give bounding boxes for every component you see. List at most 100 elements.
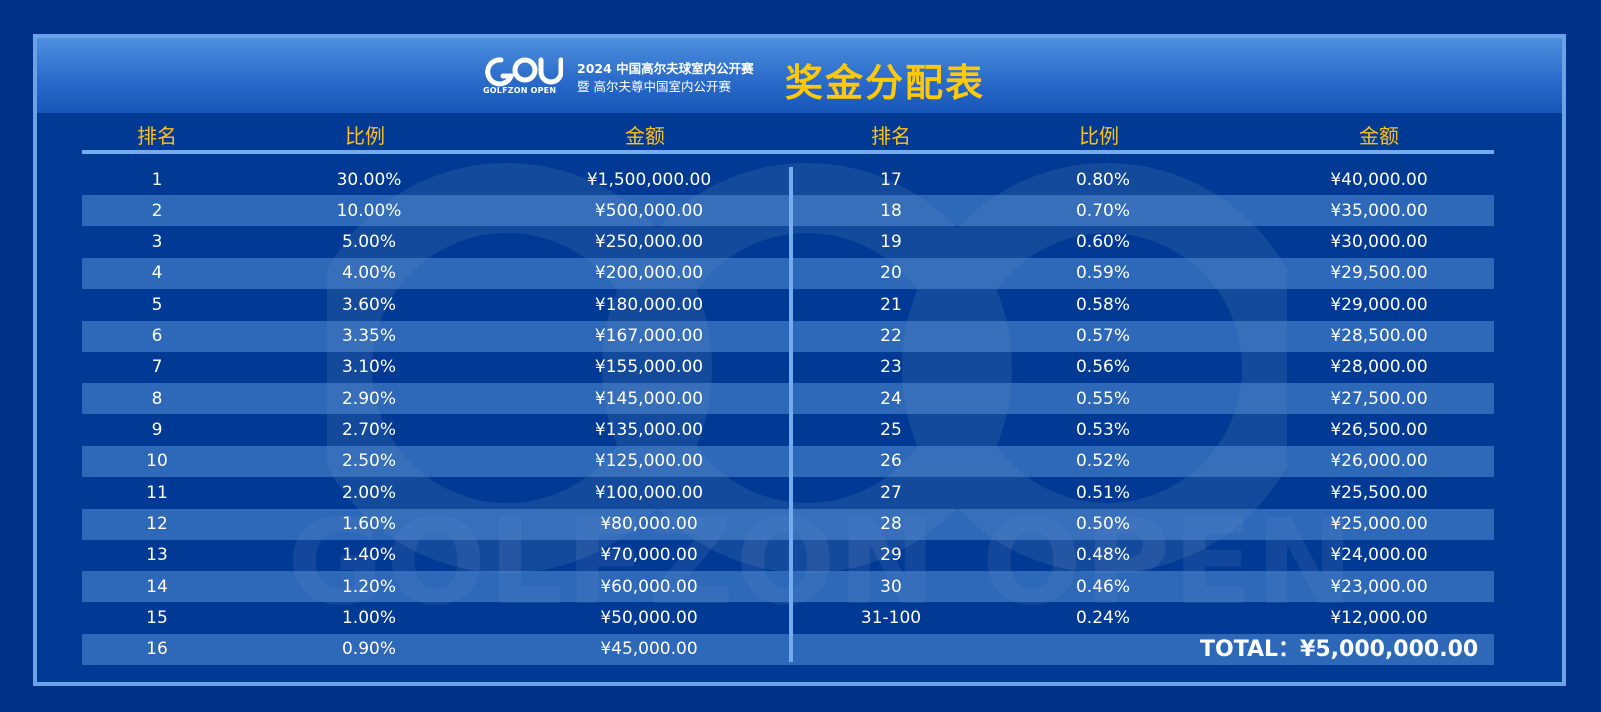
left-rank-cell: 7 xyxy=(151,357,163,378)
title-banner: GOLFZON OPEN 2024 中国高尔夫球室内公开赛 暨 高尔夫尊中国室内… xyxy=(37,38,1562,113)
right-rank-cell: 31-100 xyxy=(860,608,922,629)
row-stripe xyxy=(82,195,1494,227)
col-header-ratio-left: 比例 xyxy=(345,124,385,148)
left-rank-cell: 5 xyxy=(151,294,163,315)
right-rank-cell: 26 xyxy=(880,451,902,472)
right-amount-cell: ¥29,000.00 xyxy=(1330,294,1428,315)
left-rank-cell: 16 xyxy=(146,639,168,660)
right-amount-cell: ¥28,500.00 xyxy=(1330,326,1428,347)
left-amount-cell: ¥145,000.00 xyxy=(594,388,704,409)
header-divider xyxy=(82,150,1494,154)
left-amount-cell: ¥50,000.00 xyxy=(600,608,698,629)
right-rank-cell: 25 xyxy=(880,420,902,441)
left-amount-cell: ¥125,000.00 xyxy=(594,451,704,472)
right-ratio-cell: 0.70% xyxy=(1075,200,1131,221)
left-ratio-cell: 2.90% xyxy=(341,388,397,409)
right-ratio-cell: 0.46% xyxy=(1075,576,1131,597)
left-ratio-cell: 5.00% xyxy=(341,232,397,253)
left-ratio-cell: 1.60% xyxy=(341,514,397,535)
right-amount-cell: ¥40,000.00 xyxy=(1330,169,1428,190)
right-ratio-cell: 0.56% xyxy=(1075,357,1131,378)
right-amount-cell: ¥25,500.00 xyxy=(1330,482,1428,503)
left-amount-cell: ¥100,000.00 xyxy=(594,482,704,503)
row-stripe xyxy=(82,508,1494,540)
left-amount-cell: ¥250,000.00 xyxy=(594,232,704,253)
right-rank-cell: 17 xyxy=(880,169,902,190)
right-amount-cell: ¥26,500.00 xyxy=(1330,420,1428,441)
right-amount-cell: ¥28,000.00 xyxy=(1330,357,1428,378)
right-rank-cell: 24 xyxy=(880,388,902,409)
right-amount-cell: ¥23,000.00 xyxy=(1330,576,1428,597)
row-stripe xyxy=(82,320,1494,352)
right-ratio-cell: 0.52% xyxy=(1075,451,1131,472)
right-ratio-cell: 0.51% xyxy=(1075,482,1131,503)
right-ratio-cell: 0.50% xyxy=(1075,514,1131,535)
left-rank-cell: 15 xyxy=(146,608,168,629)
left-ratio-cell: 0.90% xyxy=(341,639,397,660)
left-ratio-cell: 2.70% xyxy=(341,420,397,441)
column-divider xyxy=(789,167,793,662)
right-rank-cell: 18 xyxy=(880,200,902,221)
logo-wordmark: GOLFZON OPEN xyxy=(483,86,557,95)
left-ratio-cell: 3.10% xyxy=(341,357,397,378)
col-header-amount-right: 金额 xyxy=(1359,124,1399,148)
total-amount: TOTAL：¥5,000,000.00 xyxy=(1200,637,1479,662)
right-ratio-cell: 0.57% xyxy=(1075,326,1131,347)
right-rank-cell: 21 xyxy=(880,294,902,315)
left-rank-cell: 11 xyxy=(146,482,168,503)
left-rank-cell: 3 xyxy=(151,232,163,253)
right-ratio-cell: 0.55% xyxy=(1075,388,1131,409)
right-amount-cell: ¥27,500.00 xyxy=(1330,388,1428,409)
row-stripe xyxy=(82,383,1494,415)
left-rank-cell: 9 xyxy=(151,420,163,441)
left-amount-cell: ¥180,000.00 xyxy=(594,294,704,315)
left-ratio-cell: 3.60% xyxy=(341,294,397,315)
left-amount-cell: ¥135,000.00 xyxy=(594,420,704,441)
row-stripe xyxy=(82,633,1494,665)
right-ratio-cell: 0.58% xyxy=(1075,294,1131,315)
left-ratio-cell: 4.00% xyxy=(341,263,397,284)
left-amount-cell: ¥45,000.00 xyxy=(600,639,698,660)
right-rank-cell: 30 xyxy=(880,576,902,597)
event-name-line1: 2024 中国高尔夫球室内公开赛 xyxy=(577,61,754,76)
right-rank-cell: 19 xyxy=(880,232,902,253)
right-ratio-cell: 0.48% xyxy=(1075,545,1131,566)
col-header-rank-left: 排名 xyxy=(137,124,177,148)
right-amount-cell: ¥25,000.00 xyxy=(1330,514,1428,535)
col-header-rank-right: 排名 xyxy=(871,124,911,148)
right-ratio-cell: 0.24% xyxy=(1075,608,1131,629)
left-rank-cell: 4 xyxy=(151,263,163,284)
right-amount-cell: ¥35,000.00 xyxy=(1330,200,1428,221)
left-amount-cell: ¥167,000.00 xyxy=(594,326,704,347)
row-stripe xyxy=(82,257,1494,289)
left-rank-cell: 13 xyxy=(146,545,168,566)
right-amount-cell: ¥12,000.00 xyxy=(1330,608,1428,629)
right-amount-cell: ¥30,000.00 xyxy=(1330,232,1428,253)
right-amount-cell: ¥26,000.00 xyxy=(1330,451,1428,472)
right-amount-cell: ¥29,500.00 xyxy=(1330,263,1428,284)
left-ratio-cell: 2.00% xyxy=(341,482,397,503)
right-amount-cell: ¥24,000.00 xyxy=(1330,545,1428,566)
golfzon-logo-icon xyxy=(485,57,563,87)
left-ratio-cell: 1.00% xyxy=(341,608,397,629)
left-amount-cell: ¥60,000.00 xyxy=(600,576,698,597)
left-ratio-cell: 10.00% xyxy=(336,200,402,221)
col-header-amount-left: 金额 xyxy=(625,124,665,148)
left-amount-cell: ¥1,500,000.00 xyxy=(586,169,712,190)
left-ratio-cell: 1.20% xyxy=(341,576,397,597)
event-name-line2: 暨 高尔夫尊中国室内公开赛 xyxy=(577,79,731,94)
left-rank-cell: 10 xyxy=(146,451,168,472)
right-rank-cell: 20 xyxy=(880,263,902,284)
right-ratio-cell: 0.80% xyxy=(1075,169,1131,190)
row-stripe xyxy=(82,445,1494,477)
left-rank-cell: 6 xyxy=(151,326,163,347)
row-stripe xyxy=(82,571,1494,603)
left-amount-cell: ¥80,000.00 xyxy=(600,514,698,535)
page-title: 奖金分配表 xyxy=(785,61,986,105)
left-ratio-cell: 2.50% xyxy=(341,451,397,472)
right-ratio-cell: 0.59% xyxy=(1075,263,1131,284)
right-ratio-cell: 0.53% xyxy=(1075,420,1131,441)
left-rank-cell: 12 xyxy=(146,514,168,535)
left-amount-cell: ¥200,000.00 xyxy=(594,263,704,284)
left-amount-cell: ¥70,000.00 xyxy=(600,545,698,566)
